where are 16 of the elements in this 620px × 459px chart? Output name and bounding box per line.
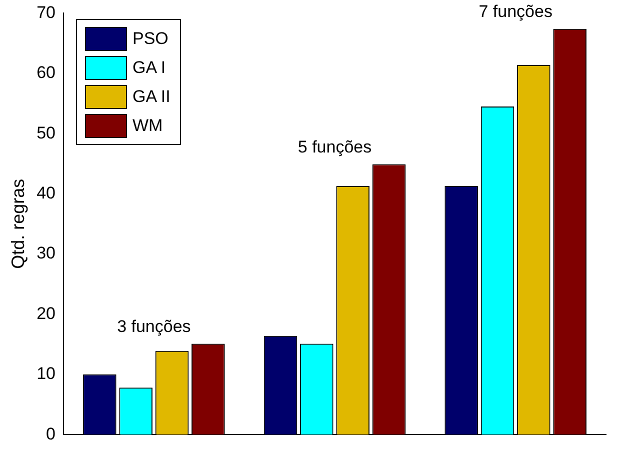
legend-label: PSO [132,28,168,49]
annotation: 5 funções [298,137,372,156]
y-tick-label: 0 [46,424,56,444]
annotation: 7 funções [478,2,552,22]
y-tick-label: 60 [36,63,56,82]
legend-label: GA II [132,86,170,107]
y-tick-label: 40 [36,183,56,202]
legend-label: WM [132,116,163,136]
y-tick-label: 10 [36,364,56,384]
annotation: 3 funções [117,316,191,336]
y-tick-label: 50 [36,123,56,142]
legend-label: GA I [132,58,166,78]
y-tick-label: 70 [36,2,56,22]
y-tick-label: 20 [36,304,56,323]
y-tick-label: 30 [36,244,56,263]
y-axis-title: Qtd. regras [8,178,28,269]
